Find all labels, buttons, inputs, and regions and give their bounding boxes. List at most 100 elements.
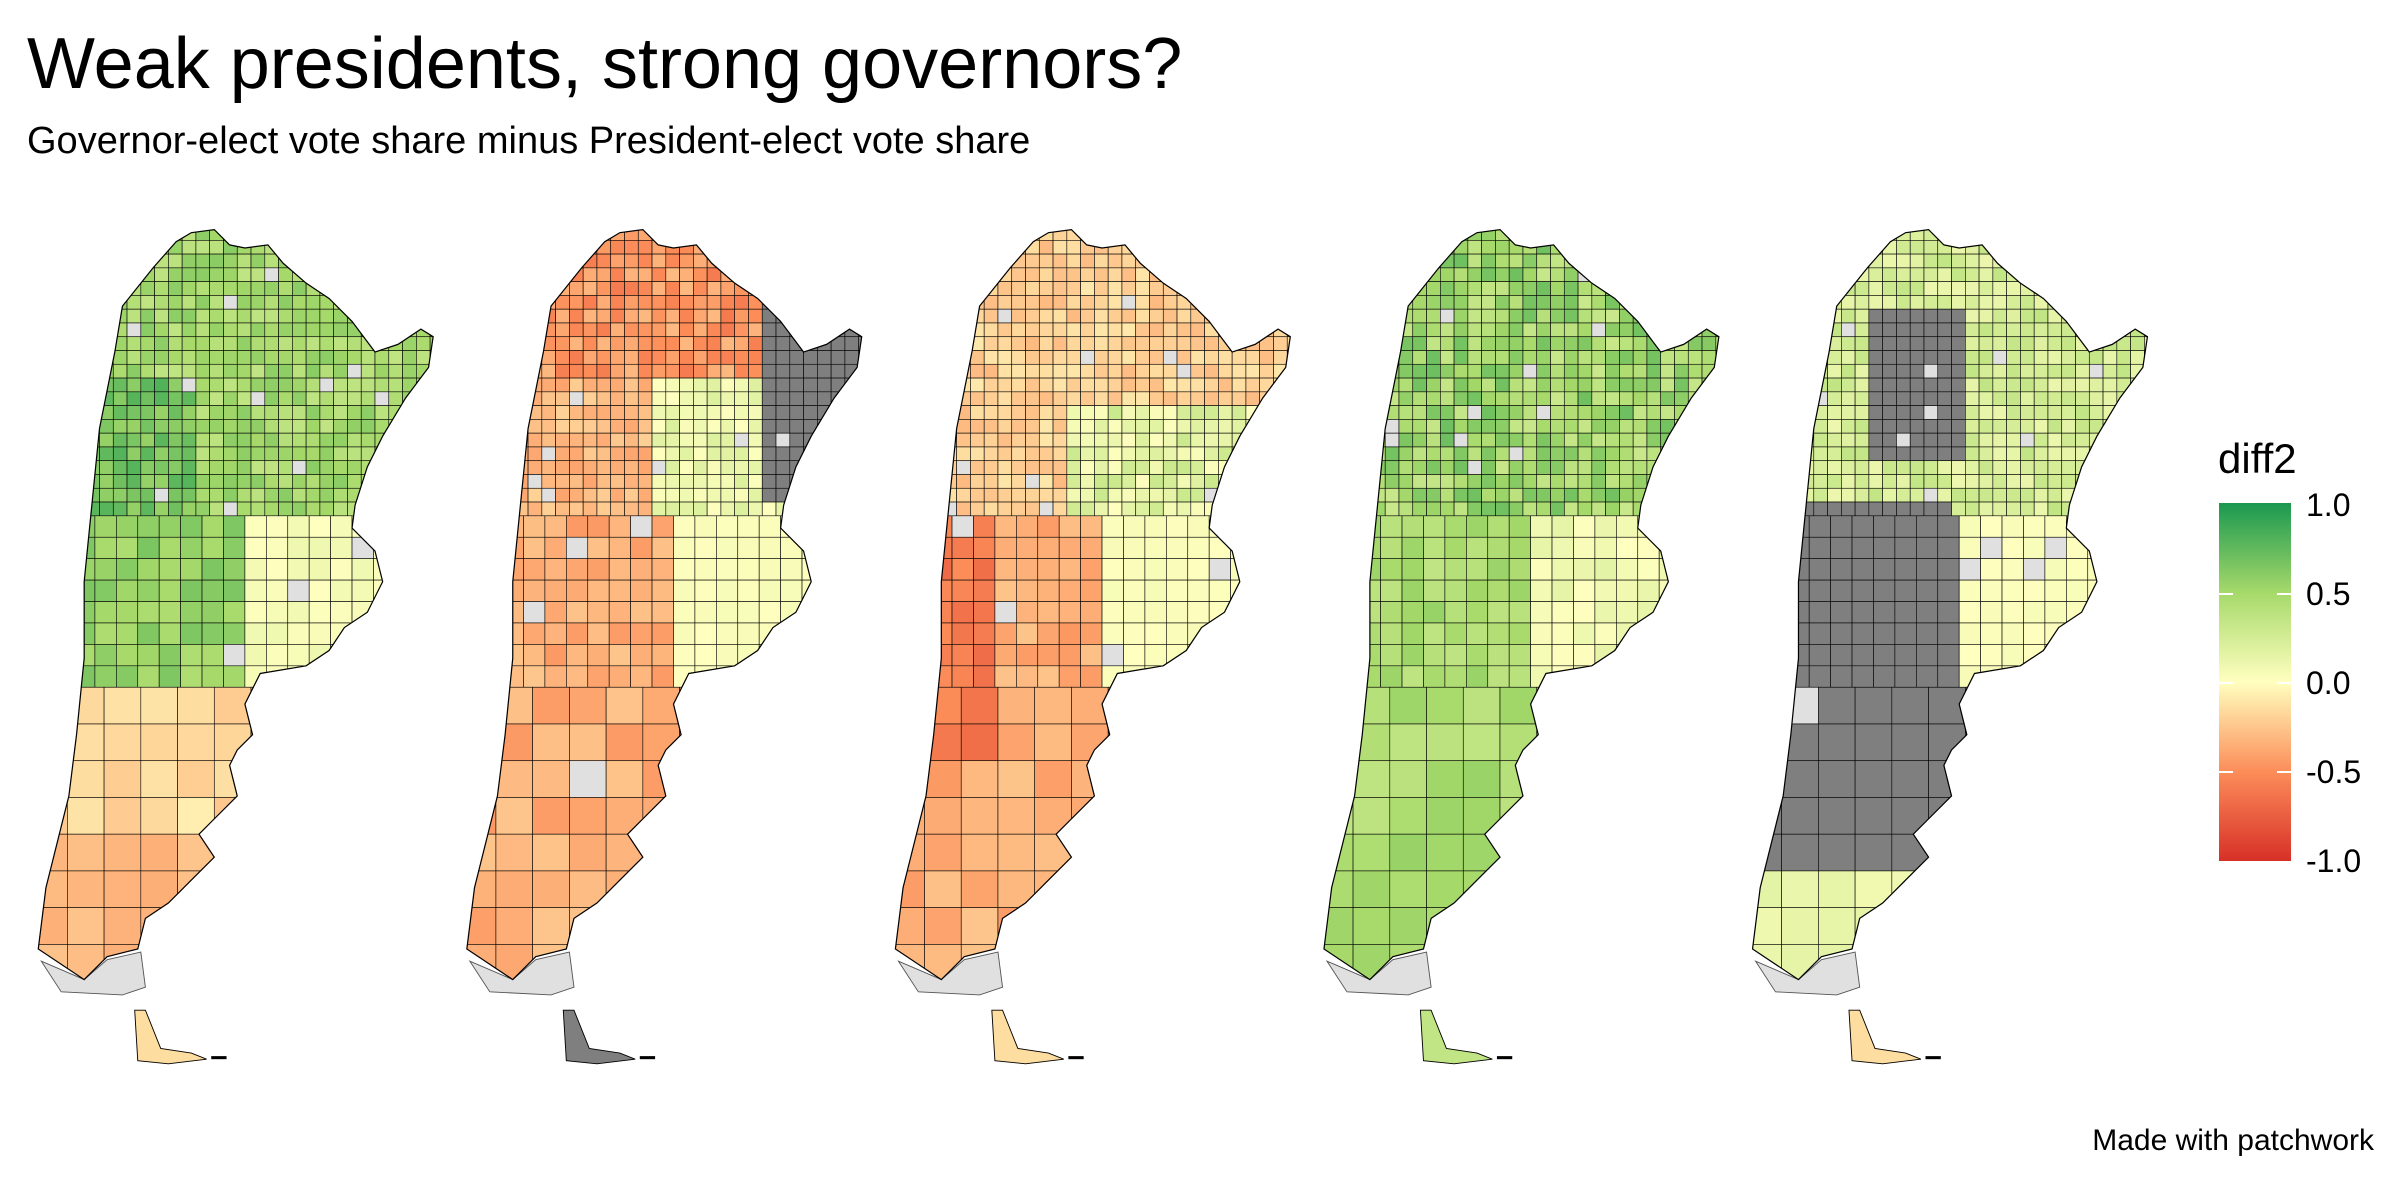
district bbox=[500, 446, 515, 462]
district bbox=[1674, 267, 1689, 282]
district bbox=[2130, 536, 2148, 559]
district bbox=[997, 797, 1035, 835]
district bbox=[651, 579, 674, 602]
district bbox=[1107, 229, 1123, 241]
district bbox=[154, 460, 169, 475]
district bbox=[1674, 501, 1689, 517]
district bbox=[154, 281, 169, 296]
district bbox=[637, 460, 653, 475]
district bbox=[1384, 487, 1400, 503]
district bbox=[1573, 579, 1596, 602]
district bbox=[1916, 644, 1939, 667]
district bbox=[960, 760, 999, 798]
district bbox=[466, 723, 497, 762]
district bbox=[1715, 405, 1719, 420]
district bbox=[1868, 322, 1883, 338]
district bbox=[1701, 253, 1717, 269]
district bbox=[895, 833, 925, 872]
district bbox=[752, 907, 791, 945]
district bbox=[1066, 432, 1081, 448]
district bbox=[250, 501, 266, 517]
district bbox=[1231, 446, 1247, 462]
district bbox=[582, 336, 598, 351]
district bbox=[305, 474, 321, 489]
district bbox=[1273, 363, 1288, 379]
district bbox=[181, 267, 197, 282]
district bbox=[895, 558, 910, 581]
district bbox=[1758, 487, 1773, 503]
district bbox=[895, 322, 902, 338]
district bbox=[569, 336, 584, 351]
district bbox=[402, 432, 417, 448]
district bbox=[541, 432, 556, 448]
district bbox=[1508, 229, 1524, 241]
district bbox=[789, 229, 804, 241]
district bbox=[1123, 515, 1146, 538]
district bbox=[665, 229, 680, 241]
district bbox=[544, 515, 567, 538]
district bbox=[1752, 622, 1767, 645]
district bbox=[1508, 474, 1524, 489]
district bbox=[1522, 229, 1538, 241]
district bbox=[2061, 432, 2076, 448]
district bbox=[140, 686, 178, 725]
district bbox=[209, 281, 224, 296]
district bbox=[1038, 474, 1054, 489]
district bbox=[319, 239, 334, 255]
district bbox=[679, 446, 694, 462]
district bbox=[789, 253, 804, 269]
district bbox=[2001, 579, 2024, 602]
district bbox=[1894, 665, 1917, 688]
district bbox=[1135, 336, 1150, 351]
district bbox=[956, 501, 971, 517]
district bbox=[168, 363, 183, 379]
district bbox=[1204, 487, 1219, 503]
district bbox=[1176, 446, 1192, 462]
district bbox=[1909, 308, 1925, 324]
district bbox=[1025, 363, 1040, 379]
district bbox=[942, 239, 957, 255]
district bbox=[817, 267, 832, 282]
district bbox=[1591, 487, 1606, 503]
district bbox=[94, 515, 117, 538]
district bbox=[1937, 644, 1960, 667]
district bbox=[71, 487, 87, 503]
district bbox=[748, 460, 763, 475]
district bbox=[1992, 432, 2007, 448]
district bbox=[466, 760, 497, 798]
district bbox=[1230, 515, 1253, 538]
district bbox=[394, 536, 417, 559]
district bbox=[1591, 295, 1606, 310]
district bbox=[1508, 308, 1524, 324]
district bbox=[527, 501, 543, 517]
district bbox=[1080, 644, 1103, 667]
district bbox=[1343, 432, 1358, 448]
district bbox=[1766, 536, 1789, 559]
district bbox=[1980, 515, 2003, 538]
district bbox=[630, 601, 653, 624]
district bbox=[333, 308, 348, 324]
district bbox=[1674, 474, 1689, 489]
district bbox=[1371, 501, 1386, 517]
district bbox=[347, 229, 362, 241]
district bbox=[1577, 460, 1593, 475]
district bbox=[1818, 723, 1856, 762]
district bbox=[223, 229, 238, 241]
district bbox=[1891, 944, 1929, 980]
district bbox=[830, 474, 846, 489]
district bbox=[1187, 622, 1210, 645]
district bbox=[748, 363, 763, 379]
district bbox=[1964, 723, 2003, 762]
district bbox=[541, 253, 556, 269]
district bbox=[1292, 761, 1329, 798]
district bbox=[38, 723, 68, 762]
district bbox=[126, 432, 142, 448]
district bbox=[694, 515, 717, 538]
district bbox=[1357, 391, 1372, 406]
district bbox=[1176, 501, 1192, 517]
district bbox=[1536, 686, 1574, 725]
district bbox=[402, 377, 417, 393]
district bbox=[1204, 267, 1219, 282]
district bbox=[2033, 474, 2049, 489]
district bbox=[2047, 377, 2063, 393]
